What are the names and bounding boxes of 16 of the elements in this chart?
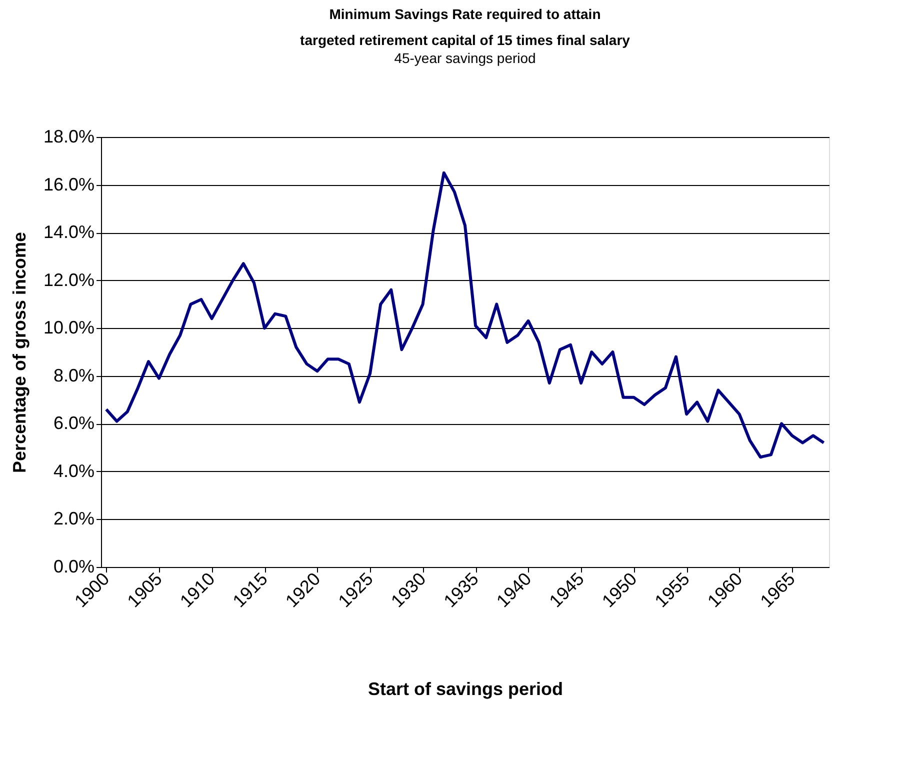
y-tick-label: 12.0%	[43, 270, 94, 290]
y-tick-label: 10.0%	[43, 318, 94, 338]
y-tick-label: 16.0%	[43, 174, 94, 194]
text: targeted retirement capital of 15 times final salary	[300, 32, 630, 48]
y-tick-label: 0.0%	[53, 556, 94, 576]
text: Minimum Savings Rate required to attain	[329, 6, 601, 22]
y-tick-label: 18.0%	[43, 126, 94, 146]
y-tick-label: 6.0%	[53, 413, 94, 434]
line-series	[104, 171, 826, 459]
x-axis-title: Start of savings period	[368, 679, 564, 700]
chart-subtitle: 45-year savings period	[394, 50, 536, 66]
y-axis-title: Percentage of gross income	[9, 232, 30, 474]
y-tick-label: 4.0%	[53, 460, 94, 481]
y-tick-label: 2.0%	[53, 508, 94, 529]
y-tick-label: 14.0%	[43, 222, 94, 242]
y-tick-label: 8.0%	[53, 365, 94, 386]
